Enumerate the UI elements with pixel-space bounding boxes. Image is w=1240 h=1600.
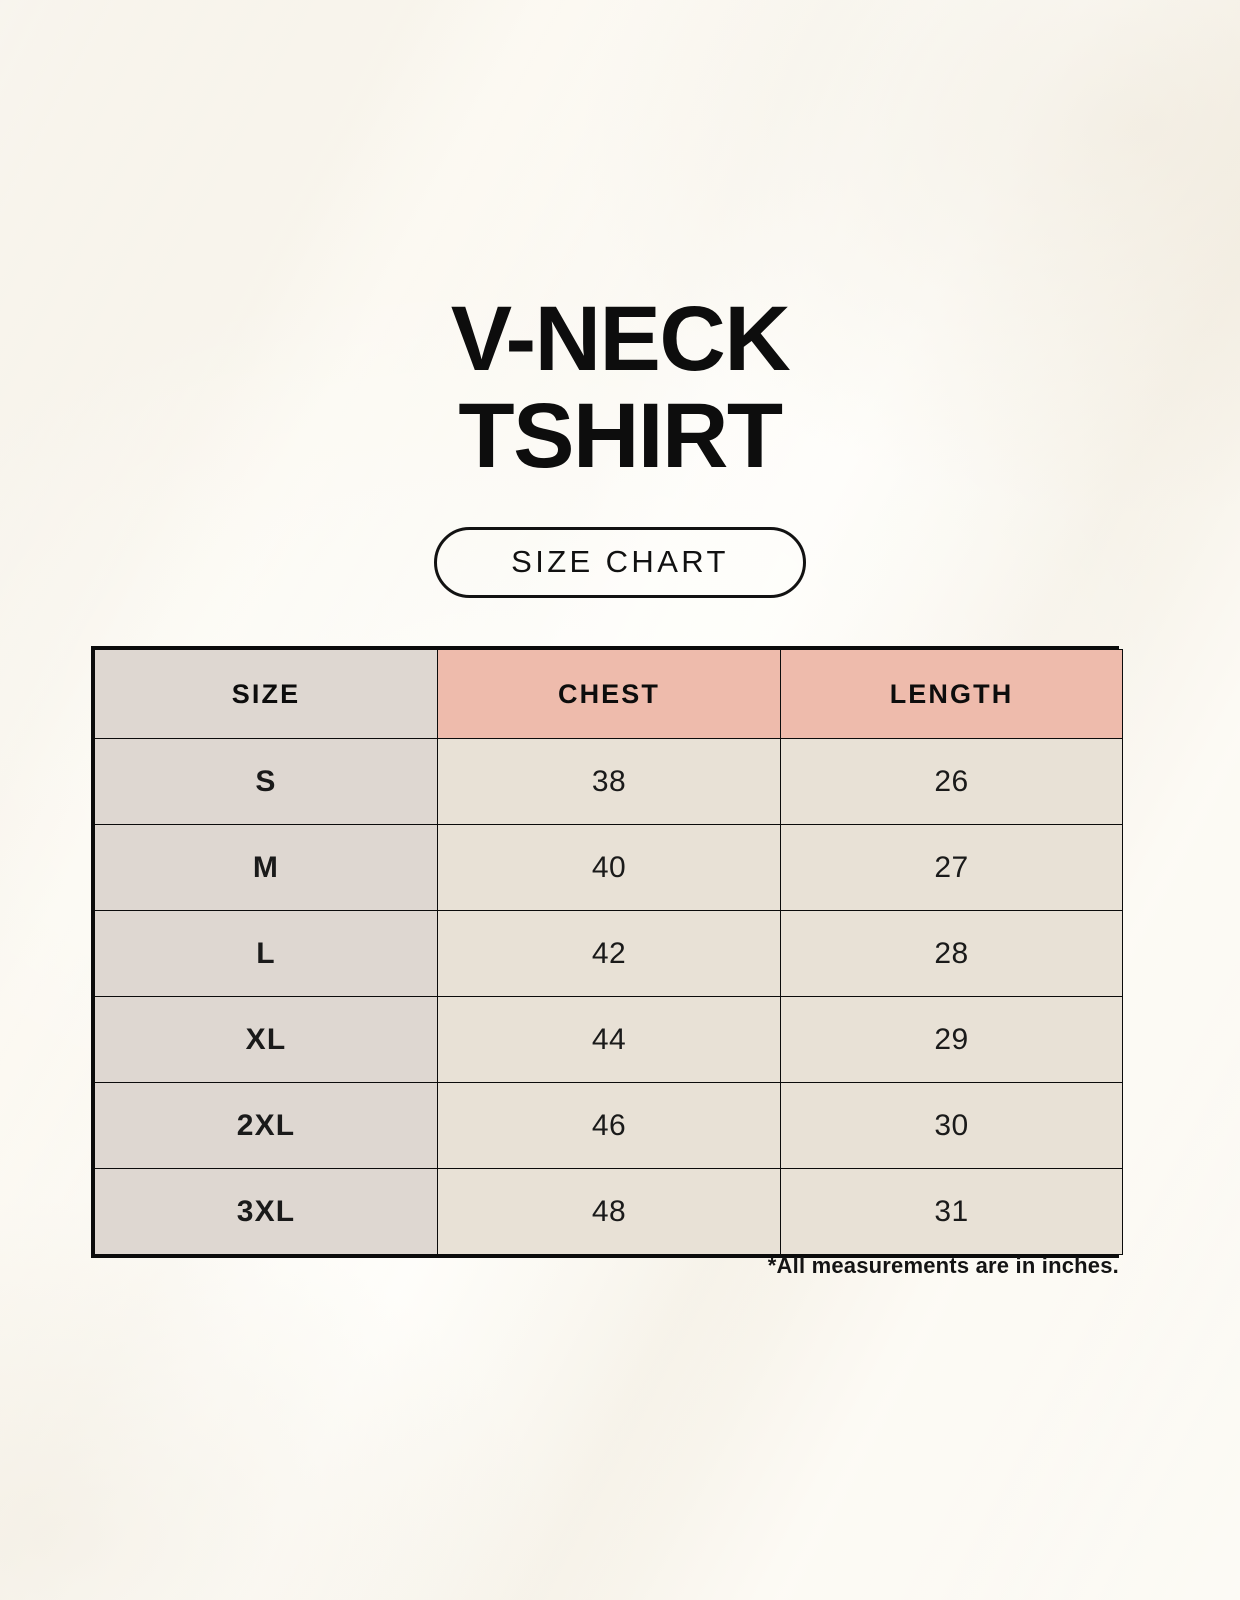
cell-size: S	[94, 738, 438, 825]
table-row: M 40 27	[94, 824, 1123, 911]
size-chart-badge: SIZE CHART	[434, 527, 806, 598]
size-chart-table-frame: SIZE CHEST LENGTH S 38 26 M 40 27 L	[91, 646, 1123, 1258]
cell-size: 2XL	[94, 1082, 438, 1169]
cell-length: 31	[780, 1168, 1123, 1255]
cell-chest: 48	[437, 1168, 781, 1255]
column-header-length: LENGTH	[780, 649, 1123, 739]
table-body: S 38 26 M 40 27 L 42 28 XL 44 29	[94, 738, 1123, 1255]
size-chart-badge-wrap: SIZE CHART	[0, 527, 1240, 598]
cell-size: L	[94, 910, 438, 997]
cell-length: 28	[780, 910, 1123, 997]
cell-length: 27	[780, 824, 1123, 911]
table-header-row: SIZE CHEST LENGTH	[94, 649, 1123, 739]
cell-chest: 38	[437, 738, 781, 825]
cell-size: 3XL	[94, 1168, 438, 1255]
cell-length: 26	[780, 738, 1123, 825]
cell-chest: 40	[437, 824, 781, 911]
table-row: 3XL 48 31	[94, 1168, 1123, 1255]
table-row: L 42 28	[94, 910, 1123, 997]
measurement-units-note: *All measurements are in inches.	[767, 1253, 1119, 1278]
cell-chest: 44	[437, 996, 781, 1083]
table-row: S 38 26	[94, 738, 1123, 825]
cell-chest: 42	[437, 910, 781, 997]
table-row: XL 44 29	[94, 996, 1123, 1083]
page-title-line-1: V-NECK	[450, 288, 791, 390]
cell-chest: 46	[437, 1082, 781, 1169]
column-header-chest: CHEST	[437, 649, 781, 739]
page-title-line-2: TSHIRT	[458, 385, 783, 488]
cell-size: M	[94, 824, 438, 911]
cell-length: 29	[780, 996, 1123, 1083]
column-header-size: SIZE	[94, 649, 438, 739]
cell-length: 30	[780, 1082, 1123, 1169]
page-title: V-NECK TSHIRT	[0, 288, 1240, 488]
cell-size: XL	[94, 996, 438, 1083]
table-header: SIZE CHEST LENGTH	[94, 649, 1123, 739]
table-row: 2XL 46 30	[94, 1082, 1123, 1169]
size-chart-table: SIZE CHEST LENGTH S 38 26 M 40 27 L	[94, 649, 1123, 1255]
